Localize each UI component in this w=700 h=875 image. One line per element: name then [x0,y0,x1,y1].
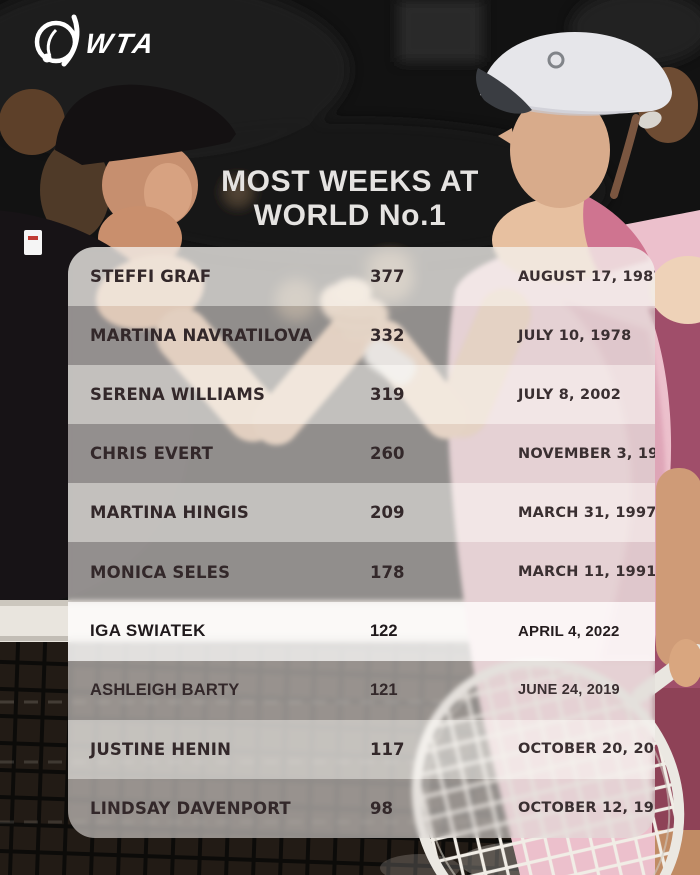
table-row-highlighted: IGA SWIATEK 122 APRIL 4, 2022 [68,601,655,661]
date-value: OCTOBER 12, 1998 [518,800,655,817]
player-name: JUSTINE HENIN [90,739,232,759]
weeks-value: 178 [370,562,405,582]
player-name: STEFFI GRAF [90,267,212,287]
weeks-value: 377 [370,267,405,287]
table-row: MARTINA HINGIS 209 MARCH 31, 1997 [68,483,655,543]
weeks-value: 98 [370,798,393,818]
player-name: MARTINA HINGIS [90,503,249,523]
table-row: JUSTINE HENIN 117 OCTOBER 20, 2003 [68,719,655,779]
page-title: MOST WEEKS AT WORLD No.1 [0,165,700,233]
date-value: APRIL 4, 2022 [518,622,620,640]
wta-logo-mark [34,14,80,67]
date-value: JULY 8, 2002 [518,386,622,403]
wta-logo: WTA [34,14,159,67]
title-line-1: MOST WEEKS AT [221,165,479,198]
date-value: MARCH 31, 1997 [518,504,655,521]
player-name: CHRIS EVERT [90,444,214,464]
table-row: MONICA SELES 178 MARCH 11, 1991 [68,542,655,602]
wta-logo-text: WTA [83,27,159,59]
weeks-value: 209 [370,503,405,523]
table-row: STEFFI GRAF 377 AUGUST 17, 1987 [68,247,655,307]
weeks-value: 117 [370,739,405,759]
weeks-value: 260 [370,444,405,464]
date-value: NOVEMBER 3, 1975 [518,445,655,462]
weeks-value: 319 [370,385,405,405]
table-row: MARTINA NAVRATILOVA 332 JULY 10, 1978 [68,306,655,366]
player-name: ASHLEIGH BARTY [90,680,240,699]
table-row: SERENA WILLIAMS 319 JULY 8, 2002 [68,365,655,425]
weeks-value: 121 [370,680,398,699]
player-name: MARTINA NAVRATILOVA [90,326,313,346]
title-line-2: WORLD No.1 [253,199,447,232]
table-row: ASHLEIGH BARTY 121 JUNE 24, 2019 [68,660,655,720]
date-value: OCTOBER 20, 2003 [518,741,655,758]
table-row: CHRIS EVERT 260 NOVEMBER 3, 1975 [68,424,655,484]
player-name: MONICA SELES [90,562,231,582]
date-value: AUGUST 17, 1987 [518,268,655,285]
weeks-value: 122 [370,621,398,640]
table-row: LINDSAY DAVENPORT 98 OCTOBER 12, 1998 [68,778,655,838]
weeks-value: 332 [370,326,405,346]
date-value: JUNE 24, 2019 [518,682,620,699]
player-name: IGA SWIATEK [90,621,206,641]
date-value: MARCH 11, 1991 [518,564,655,581]
player-name: LINDSAY DAVENPORT [90,798,291,818]
date-value: JULY 10, 1978 [518,327,632,344]
leaderboard-panel: STEFFI GRAF 377 AUGUST 17, 1987 MARTINA … [68,247,655,838]
player-name: SERENA WILLIAMS [90,385,266,405]
